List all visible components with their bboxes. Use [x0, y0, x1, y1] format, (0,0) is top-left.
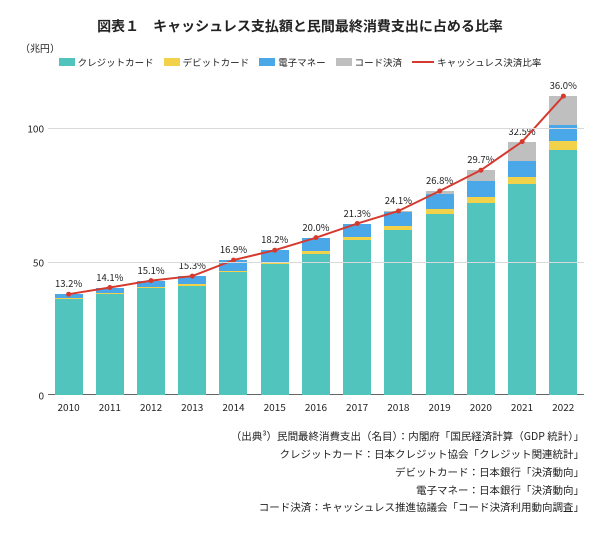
bar-segment-debit [508, 177, 536, 184]
bar-segment-credit [302, 254, 330, 395]
ratio-label: 13.2% [55, 276, 82, 290]
legend-swatch [412, 61, 434, 63]
bar-2020: 29.7% [467, 170, 495, 395]
y-tick-label: 100 [20, 121, 44, 136]
bar-segment-credit [96, 294, 124, 395]
bar-segment-credit [467, 203, 495, 395]
plot-area: 13.2% 14.1% 15.1% 15.3% 16.9% 18.2% 20.0% 21.3%… [48, 75, 584, 395]
ratio-label: 18.2% [261, 232, 288, 246]
bar-segment-credit [549, 150, 577, 395]
bar-segment-code [508, 142, 536, 161]
bar-segment-credit [55, 299, 83, 395]
bar-segment-credit [219, 272, 247, 395]
ratio-label: 24.1% [385, 193, 412, 207]
x-tick-label: 2015 [261, 399, 289, 414]
bar-2017: 21.3% [343, 224, 371, 395]
legend-label: 電子マネー [278, 55, 326, 69]
bar-2010: 13.2% [55, 294, 83, 395]
ratio-label: 32.5% [508, 124, 535, 138]
bar-segment-credit [178, 286, 206, 395]
bar-segment-emoney [549, 125, 577, 141]
bar-segment-credit [384, 230, 412, 395]
ratio-label: 29.7% [467, 152, 494, 166]
source-line: （出典³）民間最終消費支出（名目）：内閣府「国民経済計算（GDP 統計）」 [16, 428, 584, 446]
ratio-label: 20.0% [302, 220, 329, 234]
bar-segment-emoney [261, 250, 289, 262]
ratio-label: 14.1% [96, 270, 123, 284]
bar-2019: 26.8% [426, 191, 454, 395]
bar-segment-emoney [178, 276, 206, 284]
legend-swatch [259, 58, 275, 66]
bar-segment-code [467, 170, 495, 181]
bar-2012: 15.1% [137, 281, 165, 395]
x-tick-label: 2016 [302, 399, 330, 414]
x-tick-label: 2010 [55, 399, 83, 414]
legend-item-debit: デビットカード [164, 55, 250, 69]
x-tick-label: 2014 [219, 399, 247, 414]
bar-segment-emoney [467, 181, 495, 197]
source-notes: （出典³）民間最終消費支出（名目）：内閣府「国民経済計算（GDP 統計）」クレジ… [16, 428, 584, 517]
legend-swatch [336, 58, 352, 66]
legend-item-credit: クレジットカード [59, 55, 154, 69]
bar-segment-code [549, 96, 577, 125]
x-tick-label: 2011 [96, 399, 124, 414]
x-tick-label: 2013 [178, 399, 206, 414]
legend-label: キャッシュレス決済比率 [437, 55, 541, 69]
ratio-label: 15.1% [137, 263, 164, 277]
bar-segment-emoney [302, 238, 330, 252]
gridline [48, 128, 584, 129]
bar-segment-credit [137, 288, 165, 395]
x-tick-label: 2019 [426, 399, 454, 414]
ratio-label: 26.8% [426, 173, 453, 187]
ratio-label: 21.3% [344, 206, 371, 220]
bar-2013: 15.3% [178, 276, 206, 395]
legend-label: コード決済 [355, 55, 403, 69]
y-axis-unit: （兆円） [20, 40, 584, 55]
gridline [48, 262, 584, 263]
legend-item-emoney: 電子マネー [259, 55, 326, 69]
chart-container: 図表１ キャッシュレス支払額と民間最終消費支出に占める比率 （兆円） クレジット… [16, 16, 584, 517]
bar-segment-emoney [343, 224, 371, 238]
ratio-label: 15.3% [179, 258, 206, 272]
legend: クレジットカード デビットカード 電子マネー コード決済 キャッシュレス決済比率 [16, 55, 584, 69]
legend-label: デビットカード [183, 55, 250, 69]
legend-swatch [164, 58, 180, 66]
x-tick-label: 2021 [508, 399, 536, 414]
bars-group: 13.2% 14.1% 15.1% 15.3% 16.9% 18.2% 20.0% 21.3%… [48, 75, 584, 395]
x-tick-label: 2022 [549, 399, 577, 414]
bar-segment-credit [508, 184, 536, 395]
bar-segment-emoney [384, 212, 412, 227]
x-tick-label: 2020 [467, 399, 495, 414]
x-tick-label: 2018 [384, 399, 412, 414]
bar-2021: 32.5% [508, 142, 536, 395]
legend-item-code: コード決済 [336, 55, 403, 69]
legend-item-ratio: キャッシュレス決済比率 [412, 55, 541, 69]
source-line: コード決済：キャッシュレス推進協議会「コード決済利用動向調査」 [16, 499, 584, 517]
x-axis-labels: 2010 2011 2012 2013 2014 2015 2016 2017 2018 2019… [48, 399, 584, 414]
bar-2014: 16.9% [219, 260, 247, 395]
bar-2022: 36.0% [549, 96, 577, 395]
bar-2011: 14.1% [96, 288, 124, 395]
legend-label: クレジットカード [78, 55, 154, 69]
ratio-label: 16.9% [220, 242, 247, 256]
bar-segment-credit [343, 240, 371, 395]
ratio-label: 36.0% [550, 78, 577, 92]
bar-2018: 24.1% [384, 211, 412, 395]
bar-segment-debit [549, 141, 577, 150]
bar-segment-credit [426, 214, 454, 395]
bar-segment-credit [261, 264, 289, 395]
x-tick-label: 2012 [137, 399, 165, 414]
bar-segment-emoney [508, 161, 536, 177]
bar-2015: 18.2% [261, 250, 289, 395]
chart-title: 図表１ キャッシュレス支払額と民間最終消費支出に占める比率 [16, 16, 584, 36]
x-tick-label: 2017 [343, 399, 371, 414]
y-tick-label: 50 [20, 254, 44, 269]
bar-segment-emoney [137, 281, 165, 288]
source-line: デビットカード：日本銀行「決済動向」 [16, 464, 584, 482]
y-tick-label: 0 [20, 388, 44, 403]
legend-swatch [59, 58, 75, 66]
bar-segment-emoney [426, 194, 454, 209]
source-line: 電子マネー：日本銀行「決済動向」 [16, 482, 584, 500]
source-line: クレジットカード：日本クレジット協会「クレジット関連統計」 [16, 446, 584, 464]
